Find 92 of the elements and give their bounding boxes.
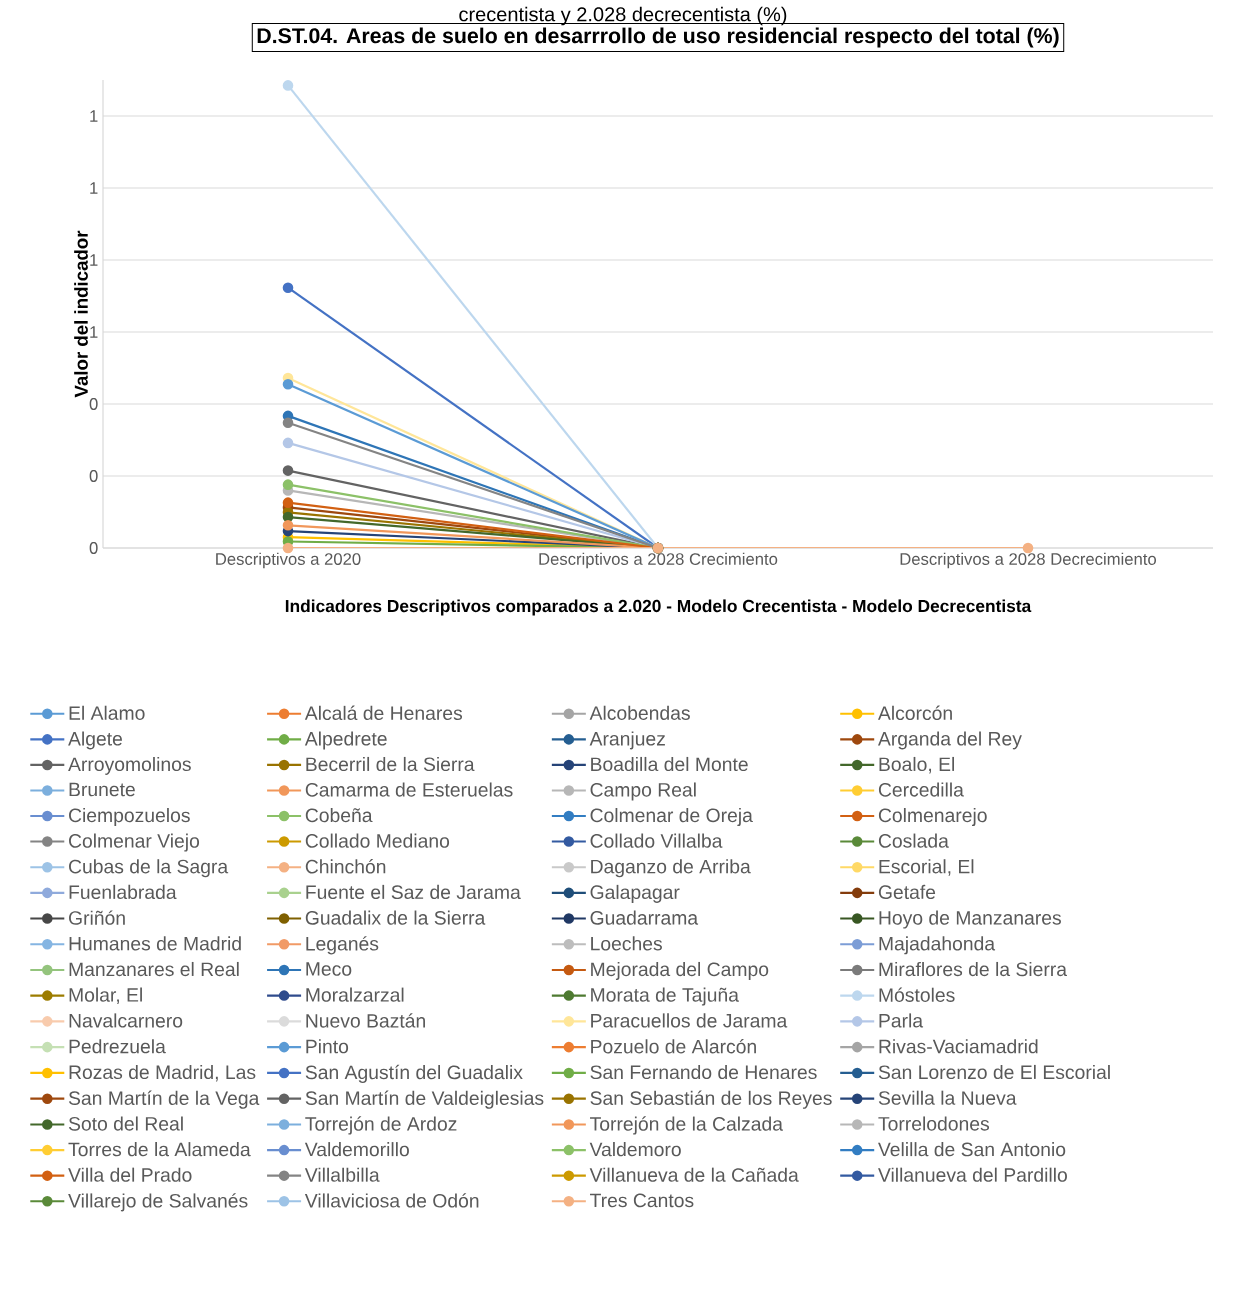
legend-label: Becerril de la Sierra: [306, 756, 475, 772]
legend-label: Mejorada del Campo: [591, 961, 769, 980]
legend-label: Alcobendas: [589, 705, 690, 720]
legend-label: San Agustín del Guadalix: [305, 1064, 523, 1084]
legend-label: Soto del Real: [68, 1116, 183, 1131]
legend-label: Arroyomolinos: [68, 756, 191, 775]
legend-label: Cobeña: [305, 808, 373, 823]
y-tick-label: 1: [90, 326, 98, 338]
legend-label: Molar, El: [69, 987, 142, 1005]
x-tick-label: Descriptivos a 2028 Decrecimiento: [900, 552, 1157, 569]
legend-label: Fuente el Saz de Jarama: [306, 884, 521, 900]
legend-label: Getafe: [878, 884, 936, 900]
legend-label: Tres Cantos: [590, 1193, 694, 1208]
legend-label: Villa del Prado: [68, 1167, 192, 1182]
legend-label: Guadalix de la Sierra: [305, 910, 486, 925]
legend-label: Nuevo Baztán: [306, 1013, 425, 1028]
legend-label: Torrelodones: [878, 1116, 990, 1131]
x-tick-label: Descriptivos a 2020: [216, 552, 361, 569]
legend-label: Chinchón: [305, 859, 386, 874]
legend-label: Parla: [879, 1013, 924, 1028]
legend-label: Pinto: [306, 1039, 349, 1054]
y-tick-label: 1: [90, 254, 98, 266]
legend-label: Torrejón de Ardoz: [305, 1116, 457, 1135]
legend-label: Camarma de Esteruelas: [305, 782, 513, 797]
legend-label: Daganzo de Arriba: [591, 859, 751, 878]
legend-label: San Fernando de Henares: [590, 1064, 817, 1080]
legend-label: Sevilla la Nueva: [878, 1090, 1017, 1105]
legend-label: San Sebastián de los Reyes: [590, 1090, 832, 1109]
legend-label: Velilla de San Antonio: [878, 1142, 1066, 1157]
legend-label: Ciempozuelos: [69, 808, 190, 827]
legend-label: Valdemorillo: [304, 1142, 409, 1157]
x-axis-title: Indicadores Descriptivos comparados a 2.020 - Modelo Crecentista - Modelo Decrecentista: [285, 599, 1032, 616]
legend-label: Majadahonda: [879, 936, 996, 955]
legend-label: Villanueva del Pardillo: [878, 1167, 1067, 1182]
legend-label: Cercedilla: [878, 782, 964, 797]
legend-label: Guadarrama: [590, 910, 699, 925]
legend-label: Navalcarnero: [69, 1013, 183, 1028]
legend-label: Arganda del Rey: [877, 731, 1022, 750]
legend-label: Humanes de Madrid: [69, 936, 241, 951]
legend-label: Algete: [68, 731, 122, 750]
legend-label: Miraflores de la Sierra: [879, 961, 1067, 977]
legend-label: Torrejón de la Calzada: [590, 1116, 783, 1135]
legend-label: Boadilla del Monte: [591, 756, 748, 772]
legend-label: Campo Real: [590, 782, 696, 801]
legend-label: Brunete: [69, 782, 135, 797]
y-tick-label: 1: [90, 110, 98, 122]
legend-label: Alpedrete: [304, 731, 387, 750]
chart-title: D.ST.04. Areas de suelo en desarrrollo de uso residencial respecto del total (%): [257, 27, 1059, 48]
legend-label: San Martín de Valdeiglesias: [305, 1090, 544, 1109]
legend-label: Pozuelo de Alarcón: [591, 1039, 756, 1054]
legend-label: Alcorcón: [877, 705, 952, 721]
legend-label: Morata de Tajuña: [591, 987, 739, 1006]
legend-label: Torres de la Alameda: [68, 1142, 251, 1157]
x-tick-label: Descriptivos a 2028 Crecimiento: [539, 552, 778, 569]
y-axis-title: Valor del indicador: [74, 230, 88, 398]
legend-label: Meco: [306, 962, 352, 976]
legend-label: Griñón: [69, 910, 125, 925]
legend-label: Collado Villalba: [590, 833, 723, 848]
y-tick-label: 0: [89, 398, 98, 410]
legend-label: Hoyo de Manzanares: [879, 910, 1061, 929]
legend-label: Valdemoro: [589, 1142, 681, 1157]
legend-label: Aranjuez: [589, 731, 665, 750]
y-tick-label: 1: [90, 182, 98, 194]
legend-label: Móstoles: [879, 987, 955, 1002]
legend-label: Villaviciosa de Odón: [304, 1193, 479, 1208]
legend-label: Pedrezuela: [69, 1039, 166, 1054]
legend-label: Colmenar Viejo: [69, 833, 200, 852]
legend-label: Colmenarejo: [878, 808, 987, 827]
legend-label: Cubas de la Sagra: [69, 859, 229, 878]
legend-label: Villanueva de la Cañada: [589, 1167, 799, 1182]
legend-label: Galapagar: [590, 884, 680, 903]
y-tick-label: 0: [89, 542, 98, 554]
legend-label: Rozas de Madrid, Las: [69, 1064, 256, 1082]
legend-label: Alcalá de Henares: [304, 705, 463, 721]
legend-label: Loeches: [591, 936, 662, 951]
legend-label: Moralzarzal: [306, 987, 404, 1002]
legend-label: Coslada: [878, 833, 949, 848]
legend-label: Boalo, El: [879, 756, 955, 774]
legend-label: Villalbilla: [304, 1167, 380, 1182]
legend-label: Leganés: [306, 936, 379, 955]
legend-label: Villarejo de Salvanés: [68, 1193, 248, 1212]
legend-label: Fuenlabrada: [69, 884, 177, 900]
legend-label: Rivas-Vaciamadrid: [879, 1039, 1038, 1054]
legend-label: Collado Mediano: [305, 833, 450, 848]
legend-label: Colmenar de Oreja: [590, 808, 753, 827]
legend-label: Manzanares el Real: [69, 961, 239, 977]
legend-label: Paracuellos de Jarama: [591, 1013, 788, 1028]
legend-label: San Lorenzo de El Escorial: [878, 1064, 1110, 1080]
legend-label: San Martín de la Vega: [68, 1090, 260, 1109]
y-tick-label: 0: [89, 470, 98, 482]
legend-label: El Alamo: [69, 705, 145, 720]
legend-label: Escorial, El: [879, 859, 974, 876]
